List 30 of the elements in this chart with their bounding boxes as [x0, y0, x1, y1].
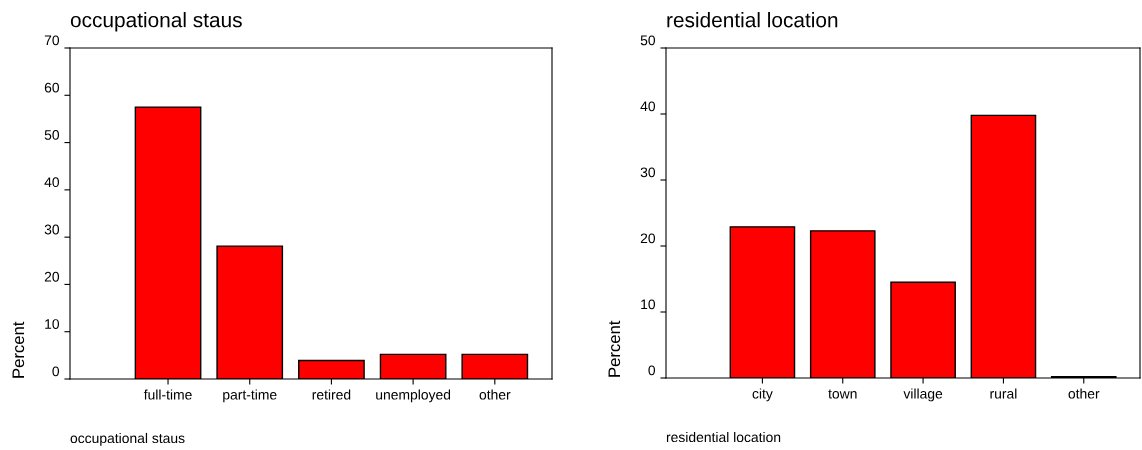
- x-tick-label: town: [828, 389, 857, 399]
- y-tick-label: 20: [640, 233, 656, 244]
- chart-title: occupational staus: [70, 12, 242, 32]
- y-axis-title: Percent: [12, 321, 25, 378]
- x-tick-label: village: [903, 388, 943, 402]
- x-tick-label: other: [1068, 388, 1100, 399]
- y-tick-label: 0: [648, 365, 656, 376]
- y-tick-label: 60: [44, 82, 60, 93]
- y-tick-label: 50: [640, 35, 656, 46]
- x-tick-label: rural: [990, 388, 1017, 399]
- x-tick-label: city: [752, 388, 773, 402]
- y-tick-label: 50: [44, 129, 60, 140]
- x-tick-label: full-time: [143, 389, 192, 400]
- x-tick-label: retired: [312, 389, 351, 400]
- chart-title: residential location: [667, 12, 838, 28]
- y-tick-label: 40: [44, 177, 60, 188]
- x-tick-label: part-time: [223, 389, 277, 403]
- x-tick-label: unemployed: [376, 389, 451, 403]
- y-tick-label: 40: [640, 101, 656, 112]
- x-axis-title: residential location: [666, 431, 781, 443]
- y-tick-label: 70: [44, 35, 60, 46]
- y-tick-label: 10: [641, 299, 656, 310]
- y-tick-label: 20: [44, 271, 60, 282]
- y-tick-label: 30: [44, 224, 60, 235]
- y-tick-label: 30: [640, 167, 656, 178]
- y-tick-label: 10: [45, 319, 60, 329]
- x-tick-label: other: [479, 389, 511, 400]
- y-axis-title: Percent: [608, 320, 621, 377]
- x-axis-title: occupational staus: [70, 432, 185, 446]
- y-tick-label: 0: [52, 366, 60, 377]
